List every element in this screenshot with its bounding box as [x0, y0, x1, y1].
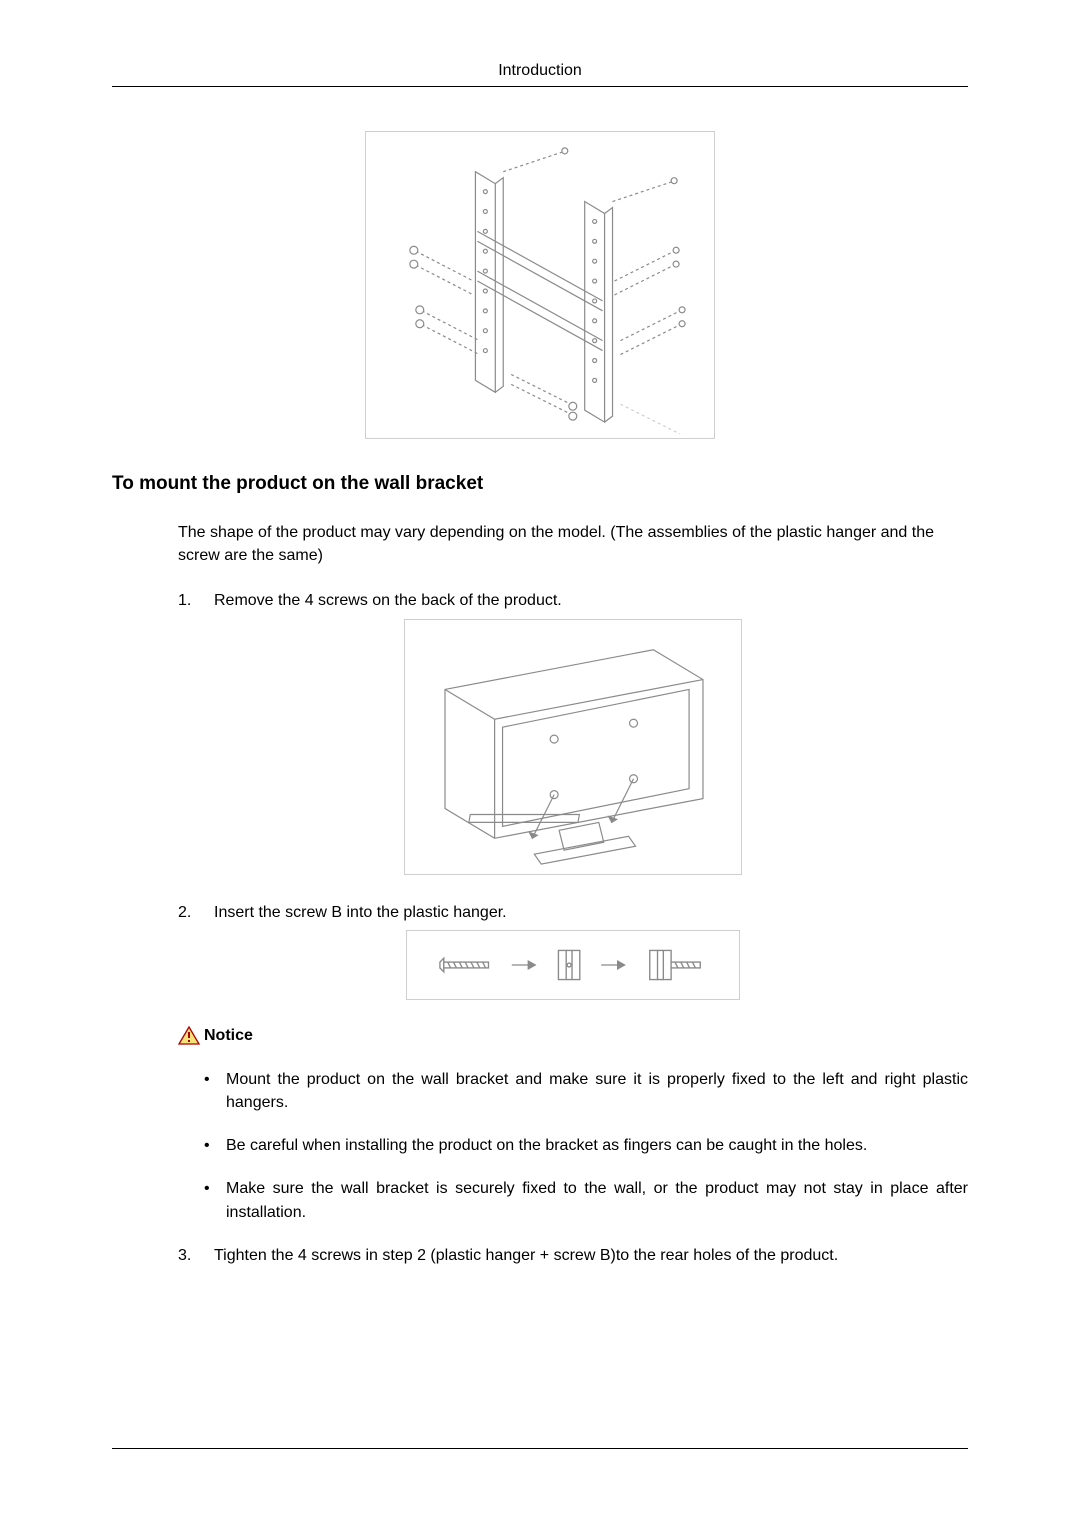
step-number: 1. [178, 589, 214, 612]
notice-header: Notice [178, 1026, 968, 1046]
header-section-label: Introduction [498, 62, 582, 79]
notice-label: Notice [204, 1027, 253, 1045]
bullet-text: Make sure the wall bracket is securely f… [226, 1177, 968, 1223]
notice-bullet-1: • Mount the product on the wall bracket … [178, 1068, 968, 1114]
step-3: 3. Tighten the 4 screws in step 2 (plast… [178, 1244, 968, 1267]
bullet-text: Be careful when installing the product o… [226, 1134, 968, 1157]
content-block: The shape of the product may vary depend… [112, 521, 968, 1267]
bullet-marker: • [204, 1068, 226, 1114]
step-number: 2. [178, 901, 214, 924]
warning-triangle-icon [178, 1026, 200, 1046]
step-text: Remove the 4 screws on the back of the p… [214, 589, 968, 612]
step-1: 1. Remove the 4 screws on the back of th… [178, 589, 968, 612]
page-header: Introduction [112, 62, 968, 87]
notice-bullet-2: • Be careful when installing the product… [178, 1134, 968, 1157]
bullet-marker: • [204, 1177, 226, 1223]
monitor-rear-illustration [405, 620, 741, 874]
bullet-marker: • [204, 1134, 226, 1157]
figure-bracket-assembly [365, 131, 715, 439]
bullet-text: Mount the product on the wall bracket an… [226, 1068, 968, 1114]
step-text: Tighten the 4 screws in step 2 (plastic … [214, 1244, 968, 1267]
section-heading: To mount the product on the wall bracket [112, 473, 968, 495]
step-2: 2. Insert the screw B into the plastic h… [178, 901, 968, 924]
intro-paragraph: The shape of the product may vary depend… [178, 521, 968, 567]
screw-hanger-illustration [407, 931, 739, 999]
footer-rule [112, 1448, 968, 1449]
figure-monitor-rear [404, 619, 742, 875]
step-text: Insert the screw B into the plastic hang… [214, 901, 968, 924]
step-number: 3. [178, 1244, 214, 1267]
notice-bullet-3: • Make sure the wall bracket is securely… [178, 1177, 968, 1223]
bracket-assembly-illustration [366, 132, 714, 438]
figure-screw-hanger [406, 930, 740, 1000]
